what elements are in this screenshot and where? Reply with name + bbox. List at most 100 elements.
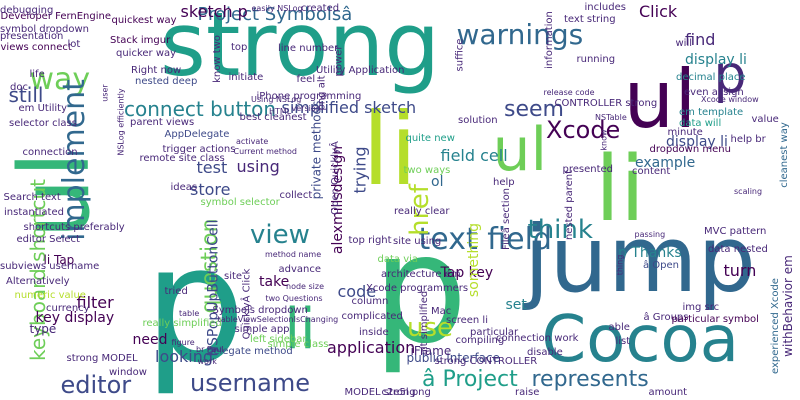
cloud-word: li: [284, 297, 316, 362]
cloud-word: think: [527, 215, 593, 245]
cloud-word: text string: [564, 14, 616, 25]
cloud-word: nested deep: [135, 76, 198, 87]
cloud-word: Fileâ section: [501, 187, 513, 251]
cloud-word: HTML: [269, 107, 292, 116]
cloud-word: information: [543, 11, 555, 69]
cloud-word: simple class: [267, 339, 329, 350]
cloud-word: Tap key: [440, 265, 494, 281]
cloud-word: use: [407, 313, 454, 343]
cloud-word: type: [29, 322, 57, 336]
cloud-word: able: [608, 322, 630, 333]
cloud-word: line number: [278, 43, 339, 54]
cloud-word: display li: [666, 134, 728, 150]
cloud-word: compiling: [455, 335, 505, 346]
cloud-word: figure: [171, 338, 195, 347]
cloud-word: find: [685, 30, 716, 49]
cloud-word: key display: [35, 310, 115, 326]
cloud-word: method name: [265, 250, 322, 259]
cloud-word: warnings: [456, 18, 584, 51]
cloud-word: easily NSLog: [251, 4, 303, 13]
cloud-word: strong CONTROLLER: [434, 356, 538, 367]
cloud-word: CONTROLLER strong: [554, 98, 658, 109]
cloud-word: field cell: [440, 146, 508, 165]
cloud-word: take: [259, 274, 290, 290]
cloud-word: tried: [164, 286, 188, 297]
cloud-word: Current method: [233, 147, 297, 156]
cloud-word: minute: [667, 127, 703, 138]
cloud-word: value: [751, 114, 779, 125]
cloud-word: particular: [470, 327, 519, 338]
cloud-word: Utility Application: [316, 65, 405, 76]
cloud-word: text field: [418, 222, 552, 257]
cloud-word: example: [635, 155, 696, 171]
cloud-word: data via: [377, 254, 419, 265]
cloud-word: parent views: [130, 117, 195, 128]
cloud-word: AppDelegate: [164, 129, 230, 140]
cloud-word: help br: [730, 134, 766, 145]
cloud-word: node size: [286, 282, 325, 291]
cloud-word: left sidebar: [250, 334, 307, 345]
cloud-word: represents: [531, 367, 649, 392]
cloud-word: amount: [648, 387, 688, 398]
cloud-word: Xcode: [546, 116, 621, 144]
cloud-word: using: [236, 157, 280, 176]
cloud-word: img src: [682, 302, 720, 313]
cloud-word: know: [599, 129, 609, 151]
cloud-word: table: [179, 309, 200, 318]
cloud-word: advance: [278, 264, 322, 275]
cloud-word: editor: [60, 371, 132, 399]
cloud-word: collect: [279, 190, 313, 201]
cloud-word: instantiated: [4, 207, 64, 218]
cloud-word: editor Select: [16, 234, 80, 245]
cloud-word: test: [196, 158, 228, 177]
cloud-word: feel: [296, 74, 316, 85]
cloud-word: passing: [634, 230, 666, 239]
cloud-word: best cleanest: [239, 112, 307, 123]
cloud-word: br Paul: [196, 345, 224, 354]
cloud-word: Cocoa: [541, 303, 739, 377]
cloud-word: Click: [639, 2, 678, 21]
cloud-word: know two: [211, 35, 223, 83]
cloud-word: Alternatively: [6, 276, 70, 287]
cloud-word: numeric value: [14, 290, 86, 301]
cloud-word: display li: [685, 52, 747, 68]
cloud-word: QuicklyÂ Click: [240, 268, 252, 340]
cloud-word: public interface: [406, 351, 500, 365]
cloud-word: site using: [393, 236, 442, 247]
cloud-word: shortcuts preferably: [23, 222, 125, 233]
cloud-word: decimal place: [676, 72, 746, 83]
cloud-word: presentation: [0, 31, 64, 42]
cloud-word: top: [231, 42, 248, 53]
cloud-word: window: [109, 367, 147, 378]
cloud-word: li: [595, 137, 646, 242]
cloud-word: private methods: [308, 100, 323, 200]
cloud-word: withBehavior em: [780, 255, 795, 357]
cloud-word: li Tap: [43, 253, 75, 267]
cloud-word: subviews username: [0, 261, 100, 272]
cloud-word: Project Symbolsâ: [197, 4, 353, 25]
cloud-word: symbol selector: [200, 197, 280, 208]
cloud-word: currency: [46, 303, 90, 314]
cloud-word: Developer FernEngine: [0, 11, 112, 22]
cloud-word: created: [301, 3, 340, 14]
cloud-word: delegate method: [207, 346, 293, 357]
cloud-word: symbol dropdown: [0, 24, 89, 35]
cloud-word: help: [493, 177, 515, 188]
cloud-word: user: [100, 84, 110, 102]
cloud-word: inside: [359, 327, 389, 338]
cloud-word: NSPopUpButtonCell: [204, 219, 221, 357]
cloud-word: content: [632, 166, 671, 177]
cloud-word: li: [362, 91, 418, 208]
cloud-word: activate: [236, 137, 269, 146]
cloud-word: MODEL strong: [344, 387, 416, 398]
cloud-word: set: [505, 297, 527, 313]
cloud-word: tableViewSelectionIsChanging: [217, 315, 339, 324]
cloud-word: really simplified: [142, 318, 222, 329]
cloud-word: experienced Xcode: [769, 278, 781, 374]
cloud-word: still: [8, 83, 44, 107]
cloud-word: em Utility: [18, 103, 68, 114]
cloud-word: â Groups: [643, 312, 689, 323]
cloud-word: really clear: [394, 206, 450, 217]
cloud-word: sketch p: [180, 2, 248, 21]
cloud-word: debugging: [0, 5, 54, 16]
